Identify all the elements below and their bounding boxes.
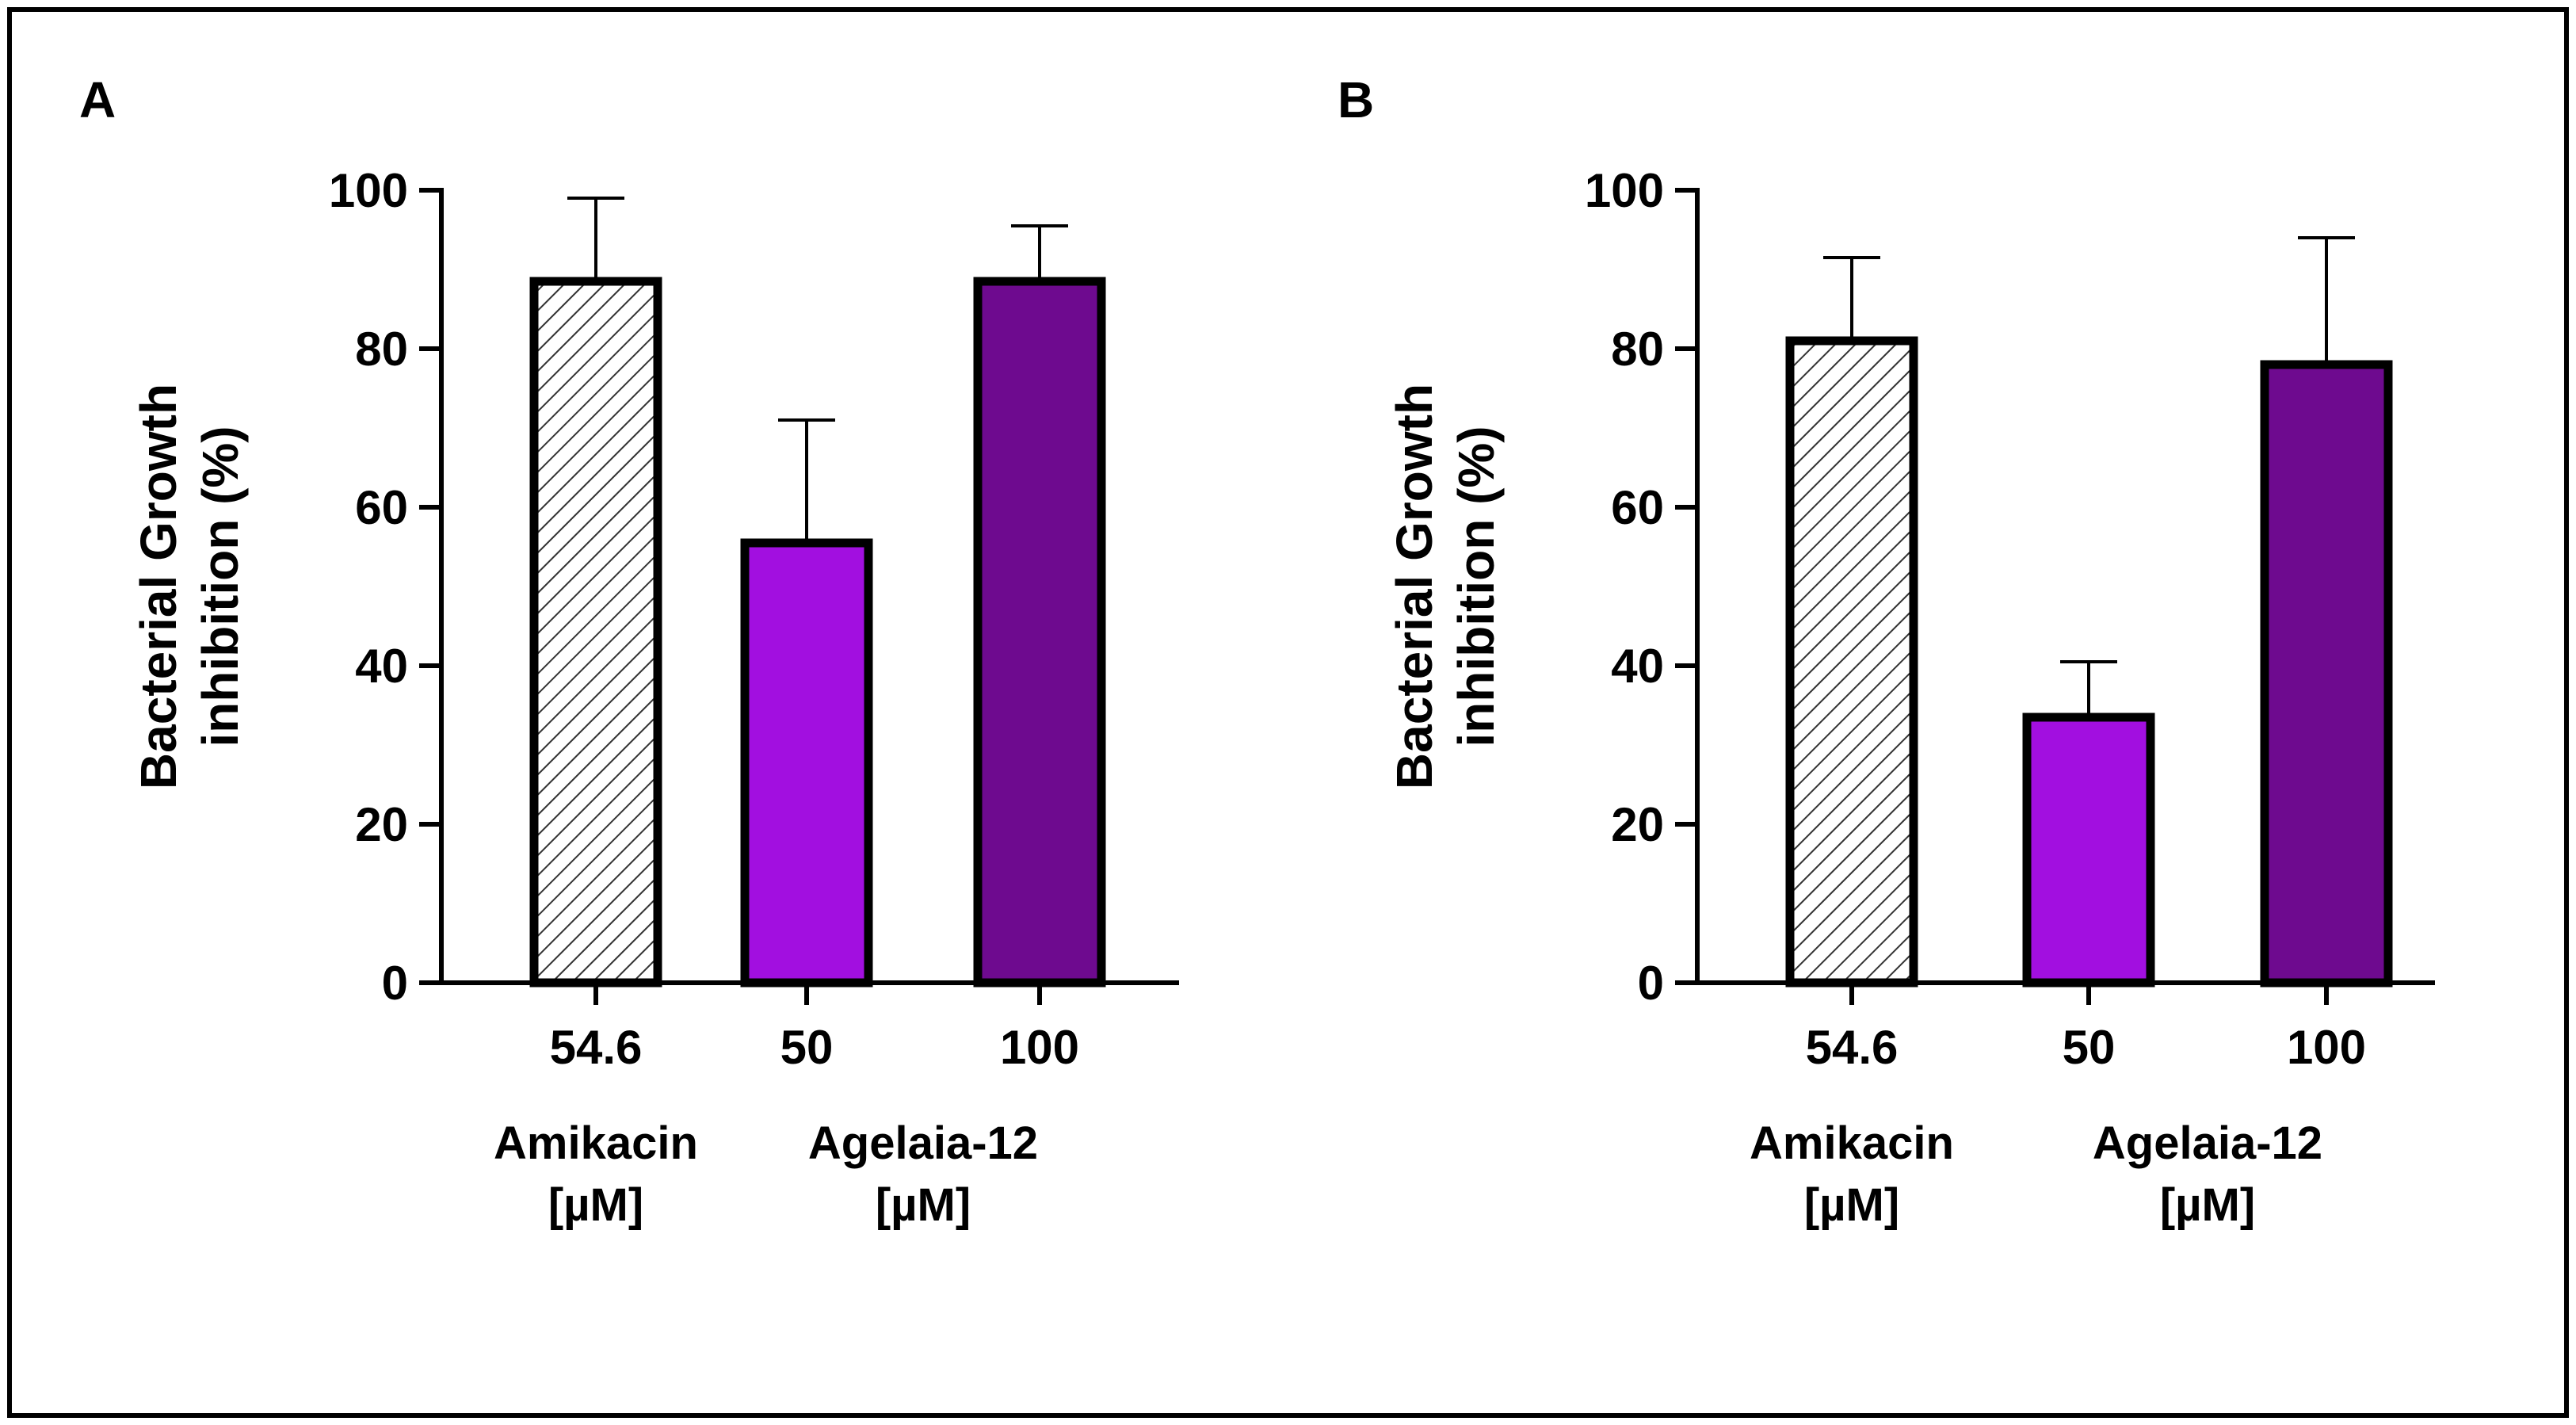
panel-letter: A xyxy=(79,71,116,128)
y-tick-label: 40 xyxy=(1611,640,1664,693)
y-tick-label: 0 xyxy=(1638,957,1664,1010)
x-tick-label: 100 xyxy=(2287,1021,2366,1074)
y-tick-label: 40 xyxy=(355,640,408,693)
y-tick-label: 60 xyxy=(355,481,408,534)
group-label-line: Agelaia-12 xyxy=(808,1117,1038,1169)
y-axis-title: Bacterial Growthinhibition (%) xyxy=(1386,384,1505,789)
x-tick-label: 54.6 xyxy=(550,1021,643,1074)
y-tick-label: 20 xyxy=(355,798,408,851)
y-tick-label: 80 xyxy=(355,323,408,376)
bar xyxy=(740,538,873,988)
group-label-line: Amikacin xyxy=(494,1117,698,1169)
bar xyxy=(2022,712,2155,988)
figure-border xyxy=(7,7,2569,1418)
group-label: Agelaia-12 [µM] xyxy=(808,1117,1038,1231)
bar xyxy=(973,277,1106,988)
x-tick-label: 50 xyxy=(2063,1021,2116,1074)
panel-a: A Bacterial Growthinhibition (%) 0 20 40 60 80… xyxy=(79,71,1179,1231)
y-axis-title-line: Bacterial Growth xyxy=(130,384,187,789)
y-tick-label: 100 xyxy=(329,164,408,217)
panel-b: B Bacterial Growthinhibition (%) 0 20 40 60 80… xyxy=(1338,71,2435,1231)
group-label-line: [µM] xyxy=(548,1179,643,1231)
y-tick-label: 100 xyxy=(1585,164,1664,217)
bar xyxy=(1785,336,1918,988)
group-label: Amikacin [µM] xyxy=(1750,1117,1954,1231)
group-label-line: Amikacin xyxy=(1750,1117,1954,1169)
x-tick-label: 50 xyxy=(780,1021,834,1074)
y-tick-label: 20 xyxy=(1611,798,1664,851)
panel-letter: B xyxy=(1338,71,1374,128)
group-label-line: [µM] xyxy=(1804,1179,1899,1231)
y-axis-title-line: inhibition (%) xyxy=(1448,426,1505,747)
group-label-line: Agelaia-12 xyxy=(2093,1117,2322,1169)
bar xyxy=(529,277,662,988)
group-label: Agelaia-12 [µM] xyxy=(2093,1117,2322,1231)
x-tick-label: 54.6 xyxy=(1806,1021,1899,1074)
bar xyxy=(2260,360,2393,988)
x-tick-label: 100 xyxy=(1000,1021,1079,1074)
group-label: Amikacin [µM] xyxy=(494,1117,698,1231)
y-tick-label: 0 xyxy=(382,957,408,1010)
y-axis-title-line: inhibition (%) xyxy=(192,426,249,747)
y-tick-label: 60 xyxy=(1611,481,1664,534)
y-tick-label: 80 xyxy=(1611,323,1664,376)
group-label-line: [µM] xyxy=(2160,1179,2255,1231)
group-label-line: [µM] xyxy=(876,1179,971,1231)
y-axis-title-line: Bacterial Growth xyxy=(1386,384,1443,789)
y-axis-title: Bacterial Growthinhibition (%) xyxy=(130,384,249,789)
